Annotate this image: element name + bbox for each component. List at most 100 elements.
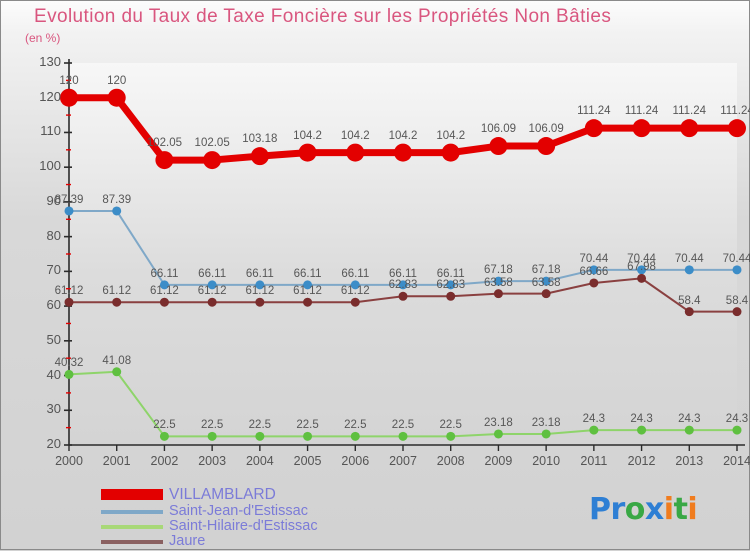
- logo-letter: P: [589, 492, 611, 527]
- legend-swatch: [101, 539, 163, 544]
- data-point-label: 104.2: [436, 129, 466, 142]
- x-axis-tick-label: 2003: [198, 454, 227, 468]
- data-point-label: 23.18: [531, 416, 561, 429]
- data-point-label: 111.24: [624, 105, 659, 118]
- y-axis-tick-label: 120: [39, 88, 61, 104]
- data-point-label: 120: [107, 74, 127, 87]
- data-point-label: 66.11: [293, 267, 322, 280]
- data-point-label: 24.3: [678, 413, 701, 426]
- y-axis-tick-label: 20: [46, 436, 61, 451]
- data-point-label: 41.08: [102, 354, 132, 367]
- data-point-label: 63.58: [531, 276, 561, 289]
- data-point-label: 40.32: [54, 357, 84, 370]
- data-point-label: 66.66: [579, 265, 609, 278]
- legend-label: Saint-Jean-d'Estissac: [169, 503, 308, 519]
- x-axis-tick-label: 2014: [723, 454, 750, 468]
- data-point-label: 22.5: [153, 419, 176, 432]
- data-point-label: 66.11: [245, 267, 274, 280]
- y-axis-tick-label: 60: [46, 297, 61, 313]
- data-point-label: 70.44: [674, 252, 704, 265]
- y-axis-tick-label: 30: [46, 401, 61, 417]
- data-point-label: 103.18: [242, 133, 278, 146]
- x-axis-tick-label: 2002: [150, 454, 179, 468]
- data-point-label: 111.24: [720, 105, 750, 118]
- x-axis-tick-label: 2009: [484, 454, 513, 468]
- data-point-label: 67.18: [531, 264, 561, 277]
- data-point-label: 111.24: [672, 105, 707, 118]
- data-point-label: 61.12: [54, 285, 84, 298]
- data-point-label: 61.12: [197, 285, 227, 298]
- data-point-label: 106.09: [528, 123, 564, 136]
- x-axis-tick-label: 2004: [245, 454, 274, 468]
- legend-label: Jaure: [169, 533, 206, 549]
- data-point-label: 87.39: [102, 193, 132, 206]
- data-point-label: 120: [59, 74, 79, 87]
- y-axis-tick-label: 70: [46, 262, 61, 278]
- data-point-label: 24.3: [630, 413, 653, 426]
- y-axis-tick-label: 80: [46, 227, 61, 243]
- chart-legend: VILLAMBLARD Saint-Jean-d'Estissac Saint-Hi…: [101, 485, 318, 549]
- data-point-label: 106.09: [480, 123, 517, 136]
- logo-letter: o: [624, 492, 646, 527]
- data-point-label: 70.44: [579, 252, 609, 265]
- legend-swatch: [101, 524, 163, 529]
- legend-item[interactable]: Jaure: [101, 534, 318, 549]
- x-axis-tick-label: 2001: [102, 454, 131, 468]
- data-point-label: 22.5: [439, 419, 462, 432]
- data-point-label: 67.18: [484, 264, 513, 277]
- chart-title: Evolution du Taux de Taxe Foncière sur l…: [34, 6, 612, 27]
- y-axis-tick-label: 40: [46, 366, 61, 382]
- data-point-label: 62.83: [388, 279, 418, 292]
- data-point-label: 111.24: [577, 105, 611, 118]
- legend-item[interactable]: VILLAMBLARD: [101, 485, 318, 504]
- data-point-label: 61.12: [293, 285, 322, 298]
- x-axis-tick-label: 2013: [675, 454, 704, 468]
- data-point-label: 22.5: [248, 419, 272, 432]
- data-point-label: 61.12: [102, 285, 132, 298]
- data-point-label: 63.58: [484, 276, 513, 289]
- logo-letter: i: [687, 492, 698, 527]
- data-point-label: 23.18: [484, 416, 513, 429]
- logo-letter: r: [610, 492, 626, 527]
- x-axis-tick-label: 2006: [341, 454, 370, 468]
- proxiti-logo: Proxiti: [589, 492, 698, 527]
- data-point-label: 66.11: [389, 267, 417, 280]
- data-point-label: 102.05: [146, 137, 183, 150]
- legend-item[interactable]: Saint-Jean-d'Estissac: [101, 504, 318, 519]
- data-point-label: 66.11: [150, 267, 179, 280]
- logo-letter: x: [644, 492, 664, 527]
- legend-swatch: [101, 509, 163, 514]
- data-point-label: 22.5: [344, 419, 367, 432]
- x-axis-tick-label: 2012: [627, 454, 656, 468]
- data-point-label: 70.44: [722, 252, 750, 265]
- data-point-label: 104.2: [340, 129, 370, 142]
- data-point-label: 66.11: [341, 267, 370, 280]
- data-point-label: 58.4: [725, 294, 749, 307]
- data-point-label: 22.5: [200, 419, 224, 432]
- data-point-label: 66.11: [198, 267, 227, 280]
- data-point-label: 61.12: [340, 285, 370, 298]
- data-point-label: 24.3: [725, 413, 749, 426]
- data-point-label: 67.98: [627, 261, 656, 274]
- data-point-label: 70.44: [627, 252, 656, 265]
- x-axis-tick-label: 2005: [293, 454, 322, 468]
- x-axis-tick-label: 2008: [436, 454, 465, 468]
- data-point-label: 66.11: [436, 267, 465, 280]
- data-point-label: 22.5: [391, 419, 415, 432]
- logo-letter: t: [673, 492, 688, 527]
- data-point-label: 61.12: [150, 285, 179, 298]
- data-point-label: 102.05: [194, 137, 230, 150]
- x-axis-tick-label: 2011: [580, 454, 608, 468]
- legend-label: Saint-Hilaire-d'Estissac: [169, 518, 318, 534]
- data-point-label: 61.12: [245, 285, 275, 298]
- logo-letter: i: [663, 492, 674, 527]
- y-axis-tick-label: 100: [39, 158, 61, 174]
- x-axis-tick-label: 2010: [532, 454, 561, 468]
- data-point-label: 58.4: [678, 294, 701, 307]
- y-axis-tick-label: 130: [39, 54, 61, 69]
- data-point-label: 22.5: [296, 419, 319, 432]
- chart-subtitle: (en %): [25, 31, 61, 45]
- x-axis-tick-label: 2000: [55, 454, 83, 468]
- legend-item[interactable]: Saint-Hilaire-d'Estissac: [101, 519, 318, 534]
